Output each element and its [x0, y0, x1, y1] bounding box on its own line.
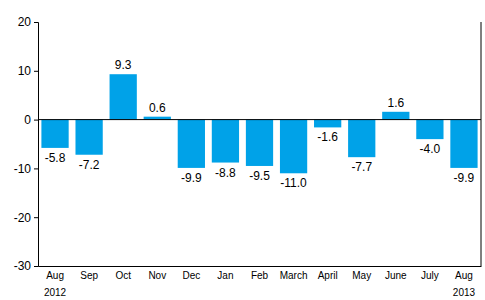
bar [348, 120, 375, 158]
data-label: -7.2 [79, 158, 100, 172]
y-tick-mark [34, 266, 38, 267]
bar [246, 120, 273, 166]
bar [75, 120, 102, 155]
y-tick: -30 [14, 259, 38, 273]
x-tick: Sep [80, 266, 98, 281]
y-tick-mark [34, 217, 38, 218]
x-tick: Dec [182, 266, 200, 281]
data-label: -1.6 [317, 130, 338, 144]
year-label: 2012 [44, 287, 67, 298]
y-tick-label: -20 [14, 211, 32, 225]
x-tick-label: Sep [80, 270, 98, 281]
y-tick: -10 [14, 162, 38, 176]
x-tick: Feb [251, 266, 269, 281]
x-tick: May [352, 266, 371, 281]
y-tick-mark [34, 168, 38, 169]
data-label: 0.6 [149, 101, 166, 115]
x-tick: June [385, 266, 407, 281]
chart: -30 -20 -10 0 10 20 Aug Sep Oct Nov Dec Jan Feb March… [0, 0, 485, 300]
x-tick-label: Dec [182, 270, 200, 281]
x-tick-label: July [421, 270, 439, 281]
bar [110, 74, 137, 119]
x-tick: Aug [455, 266, 473, 281]
data-label: -7.7 [351, 160, 372, 174]
y-tick-mark [34, 71, 38, 72]
x-tick-label: May [352, 270, 371, 281]
data-label: 1.6 [387, 96, 404, 110]
x-tick: Aug [46, 266, 64, 281]
x-tick: March [280, 266, 308, 281]
y-axis: -30 -20 -10 0 10 20 [14, 15, 39, 273]
y-tick-label: -10 [14, 162, 32, 176]
y-tick: 10 [18, 64, 38, 78]
y-tick: 20 [18, 15, 38, 29]
x-tick-label: Aug [46, 270, 64, 281]
y-tick: 0 [24, 113, 38, 127]
x-tick-label: Jan [217, 270, 233, 281]
y-tick-mark [34, 120, 38, 121]
plot: -30 -20 -10 0 10 20 Aug Sep Oct Nov Dec Jan Feb March… [14, 15, 482, 298]
x-tick: Jan [217, 266, 233, 281]
bar [450, 120, 477, 168]
x-tick: Nov [148, 266, 166, 281]
x-tick: April [318, 266, 338, 281]
y-tick-label: 10 [18, 64, 32, 78]
data-label: -8.8 [215, 166, 236, 180]
x-tick-label: Nov [148, 270, 166, 281]
data-label: -11.0 [280, 176, 307, 190]
x-axis-line [39, 266, 482, 267]
x-tick: July [421, 266, 439, 281]
frame-line [481, 22, 482, 266]
data-labels: -5.8 -7.2 9.3 0.6 -9.9 -8.8 -9.5 -11.0 -1.6 -7.7 1… [45, 58, 475, 190]
bar [416, 120, 443, 140]
y-tick-label: 20 [18, 15, 32, 29]
data-label: -9.5 [249, 169, 270, 183]
data-label: -9.9 [454, 171, 475, 185]
y-tick-label: 0 [24, 113, 31, 127]
x-tick-label: Oct [115, 270, 131, 281]
data-label: 9.3 [115, 58, 132, 72]
x-tick-label: June [385, 270, 407, 281]
bar [382, 112, 409, 120]
y-tick-mark [34, 22, 38, 23]
data-label: -5.8 [45, 151, 66, 165]
x-tick-label: Feb [251, 270, 269, 281]
x-tick-label: Aug [455, 270, 473, 281]
bars [41, 74, 477, 173]
bar [212, 120, 239, 163]
x-tick-label: March [280, 270, 308, 281]
y-tick: -20 [14, 211, 38, 225]
bar [178, 120, 205, 168]
bar [41, 120, 68, 148]
year-label: 2013 [453, 287, 476, 298]
zero-line [38, 119, 481, 120]
data-label: -4.0 [420, 142, 441, 156]
bar [280, 120, 307, 174]
x-tick: Oct [115, 266, 131, 281]
y-tick-label: -30 [14, 259, 32, 273]
y-axis-line [34, 23, 39, 267]
x-tick-label: April [318, 270, 338, 281]
x-axis: Aug Sep Oct Nov Dec Jan Feb March April May June Ju… [39, 266, 482, 281]
data-label: -9.9 [181, 171, 202, 185]
bar [314, 120, 341, 128]
